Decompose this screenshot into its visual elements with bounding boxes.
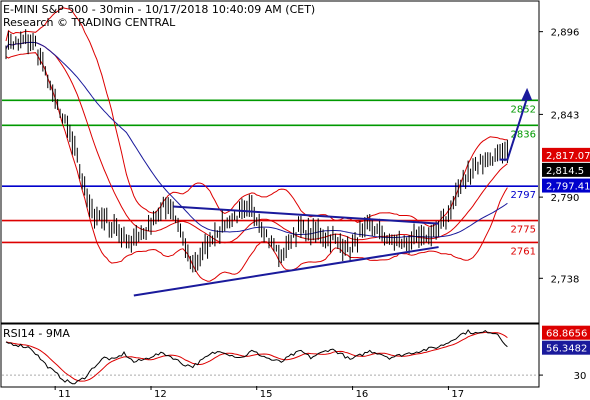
price-bars (5, 29, 508, 273)
rsi-panel-frame (0, 323, 540, 388)
triangle-lower-line (133, 246, 439, 297)
rsi-panel-label: RSI14 - 9MA (3, 327, 70, 340)
price-badge (542, 147, 590, 162)
time-tick-label: 15 (260, 389, 273, 400)
rsi-badge (542, 325, 590, 340)
price-tick-label: 2,790 (551, 193, 580, 204)
level-label: 2836 (511, 129, 536, 140)
price-badge (542, 178, 590, 193)
forecast-arrow (499, 87, 533, 161)
upper-band-line (5, 7, 508, 228)
price-tick-label: 2,843 (551, 110, 580, 121)
time-tick-label: 12 (154, 389, 167, 400)
level-label: 2797 (511, 190, 536, 201)
price-badge (542, 162, 590, 177)
rsi-indicator (2, 329, 538, 385)
forecast-arrow-shaft (499, 97, 529, 161)
rsi-ma-line (5, 331, 508, 382)
level-label: 2775 (511, 225, 536, 236)
time-axis-ticks: 11 12 15 16 17 (54, 386, 464, 400)
level-label: 2761 (511, 246, 536, 257)
rsi-tick-label: 30 (574, 371, 587, 382)
time-tick-label: 11 (58, 389, 71, 400)
rsi-badge (542, 340, 590, 355)
rsi-badge-label: 68.8656 (546, 329, 587, 340)
rsi-badge-label: 56.3482 (546, 344, 587, 355)
price-badge-label: 2,797.41 (546, 182, 590, 193)
time-tick-label: 17 (451, 389, 464, 400)
triangle-pattern (133, 205, 439, 297)
chart-subtitle: Research © TRADING CENTRAL (3, 16, 176, 29)
price-tick-label: 2,738 (551, 274, 580, 285)
price-axis-ticks: 2,896 2,843 2,790 2,738 30 (539, 28, 586, 382)
price-badges: 2,817.07 2,814.5 2,797.41 68.8656 56.3482 (542, 147, 590, 355)
price-badge-label: 2,817.07 (546, 151, 590, 162)
chart-title: E-MINI S&P 500 - 30min - 10/17/2018 10:4… (3, 3, 315, 16)
price-tick-label: 2,896 (551, 28, 580, 39)
time-tick-label: 16 (356, 389, 369, 400)
forecast-arrow-head (521, 87, 533, 101)
triangle-upper-line (173, 205, 439, 225)
lower-band-line (5, 52, 508, 282)
bollinger-bands (5, 7, 508, 282)
price-badge-label: 2,814.5 (546, 166, 584, 177)
rsi-line (5, 329, 508, 385)
moving-average-line (5, 41, 508, 239)
